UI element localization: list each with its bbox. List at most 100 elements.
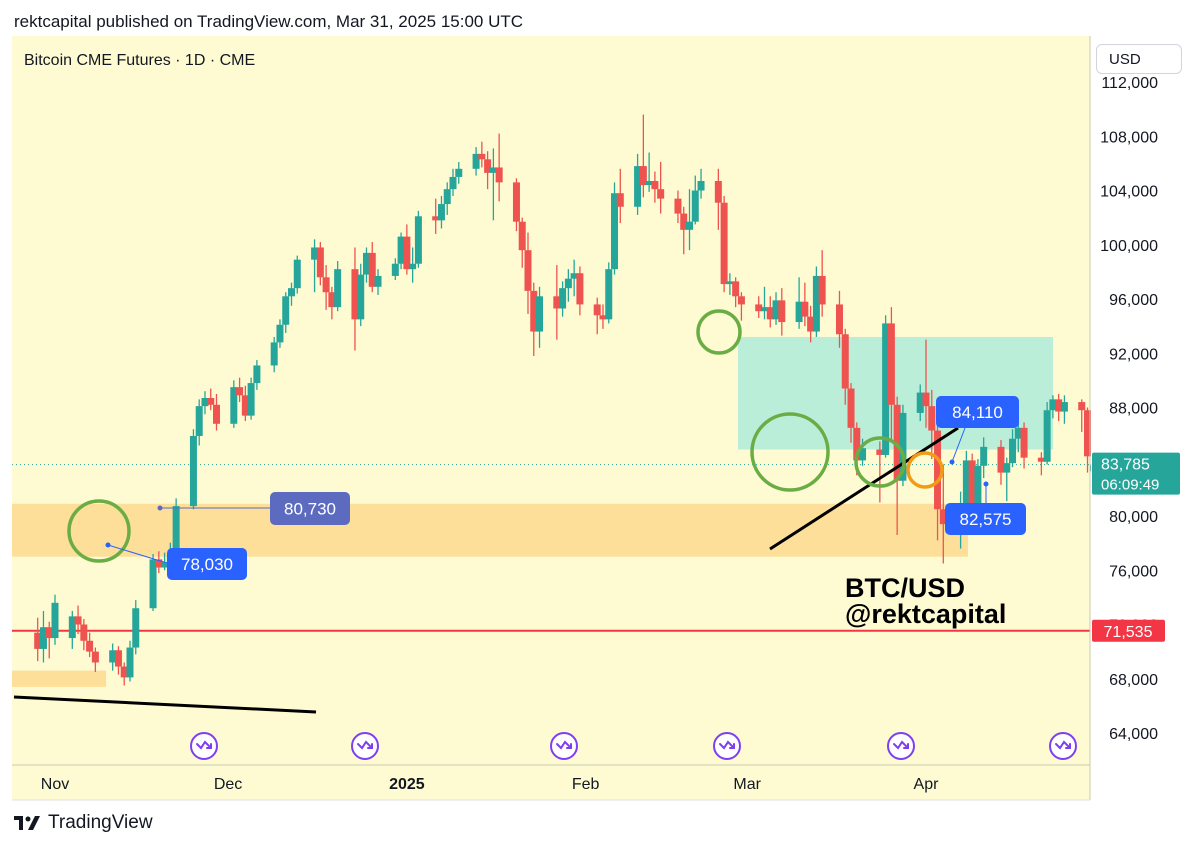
price-callout[interactable]: 84,110 (936, 396, 1019, 465)
price-axis-background (1091, 36, 1200, 800)
candle (403, 224, 411, 275)
candle (576, 266, 584, 316)
candle-body (720, 202, 728, 285)
candle (316, 242, 324, 286)
candle-body (536, 296, 544, 332)
event-ring (190, 732, 218, 760)
price-callout[interactable]: 82,575 (945, 481, 1026, 536)
candle-body (1014, 427, 1022, 439)
trendline-rising (769, 426, 959, 551)
candle-body (472, 153, 480, 169)
calendar-event-icon[interactable] (351, 732, 379, 760)
candle (189, 429, 197, 510)
event-ring (351, 732, 379, 760)
candle (230, 380, 238, 428)
calendar-event-icon[interactable] (713, 732, 741, 760)
candle (812, 266, 820, 337)
candle (478, 141, 486, 168)
candle-body (997, 446, 1005, 473)
candle (368, 242, 376, 293)
candle (39, 610, 47, 663)
calendar-event-icon[interactable] (190, 732, 218, 760)
candle-body (651, 181, 659, 190)
annotation-line-1: BTC/USD (845, 573, 965, 603)
x-tick-label: Feb (572, 776, 600, 793)
candle-body (853, 427, 861, 461)
candle-body (755, 304, 763, 312)
candle-body (293, 259, 301, 289)
price-callout[interactable]: 78,030 (105, 542, 248, 581)
candle (980, 437, 988, 479)
callout-value: 84,110 (952, 403, 1003, 422)
candle-body (120, 666, 128, 678)
candle (484, 151, 492, 190)
calendar-event-icon[interactable] (887, 732, 915, 760)
candle (841, 328, 849, 405)
candle-body (939, 509, 947, 525)
candle-body (109, 650, 117, 663)
callout-anchor (983, 481, 989, 487)
candle-body (876, 449, 884, 455)
candle-body (564, 278, 572, 289)
tradingview-footer: TradingView (14, 812, 153, 834)
candle-body (634, 166, 642, 207)
candle-body (213, 404, 221, 424)
candle-body (91, 651, 99, 663)
candle (634, 153, 642, 215)
candle (45, 621, 53, 659)
candle (553, 265, 561, 340)
candle-body (766, 307, 774, 320)
highlight-circle-green (67, 499, 131, 563)
candle (322, 265, 330, 310)
callout-anchor (105, 542, 111, 548)
candle-body (686, 221, 694, 230)
candle-body (616, 193, 624, 207)
candle-body (443, 189, 451, 205)
event-glyph (893, 740, 909, 750)
candle-body (276, 324, 284, 343)
candle-body (114, 650, 122, 667)
candle (449, 168, 457, 196)
candle (1084, 407, 1092, 473)
callout-leader (107, 544, 168, 564)
level-price-tag (1092, 619, 1165, 642)
candle-body (882, 323, 890, 455)
candle (126, 640, 134, 682)
candle-body (132, 608, 140, 648)
event-ring (887, 732, 915, 760)
candle-body (524, 250, 532, 291)
candle (657, 162, 665, 214)
candle (397, 232, 405, 270)
event-glyph (196, 740, 212, 750)
candle (213, 393, 221, 431)
candle-body (236, 387, 244, 396)
candle-body (437, 204, 445, 221)
candle (149, 553, 157, 611)
price-callout[interactable]: 80,730 (157, 492, 351, 525)
candle-body (611, 193, 619, 270)
level-price-text: 71,535 (1104, 624, 1153, 641)
callout-box (945, 503, 1026, 535)
candle-body (518, 221, 526, 251)
event-glyph (719, 740, 735, 750)
candle-body (530, 290, 538, 332)
candle (651, 171, 659, 203)
calendar-event-icon[interactable] (1049, 732, 1077, 760)
currency-button[interactable]: USD (1096, 44, 1182, 74)
event-glyph (1055, 740, 1071, 750)
y-tick-label: 88,000 (1109, 401, 1158, 418)
candle-body (207, 398, 215, 405)
candle (674, 190, 682, 224)
candle-body (691, 190, 699, 222)
candle (518, 217, 526, 268)
current-price-tag (1092, 452, 1180, 495)
candle-body (155, 559, 163, 568)
candle (247, 377, 255, 420)
candle-body (570, 273, 578, 279)
candle (120, 662, 128, 686)
candle (1003, 457, 1011, 502)
candle-body (311, 247, 319, 260)
calendar-event-icon[interactable] (550, 732, 578, 760)
